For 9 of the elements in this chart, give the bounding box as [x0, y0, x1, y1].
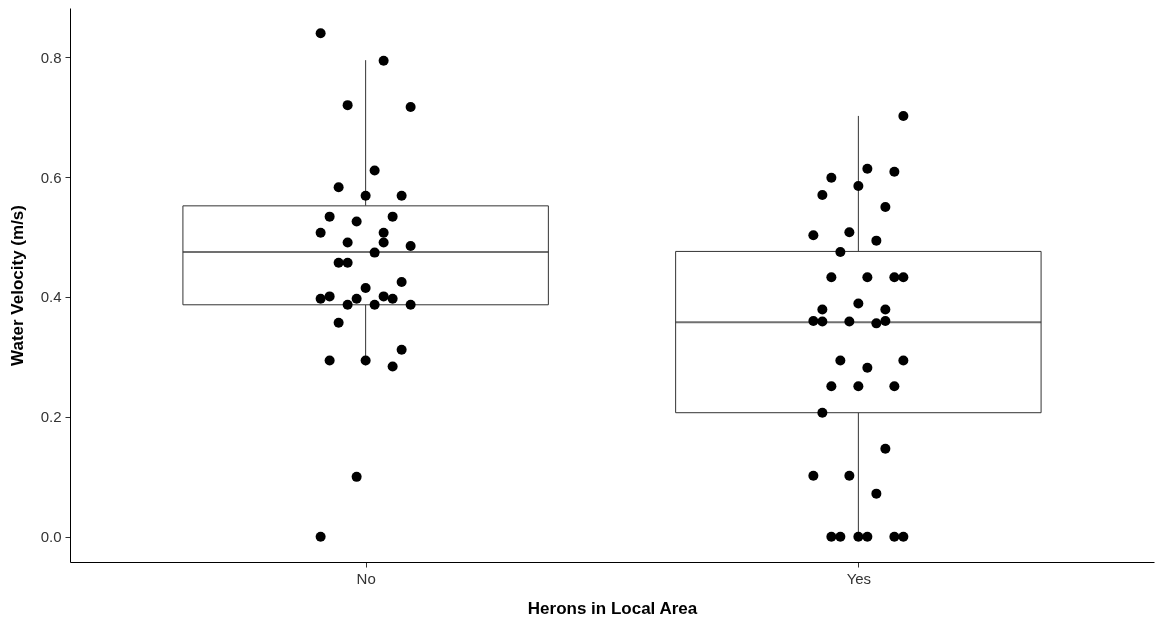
x-tick-label: No [356, 569, 376, 587]
x-tick-label: Yes [846, 569, 872, 587]
y-tick-label: 0.0 [40, 528, 62, 546]
y-tick-label: 0.2 [40, 408, 62, 426]
y-tick-label: 0.4 [40, 288, 62, 306]
y-axis-title: Water Velocity (m/s) [7, 205, 27, 366]
y-tick-label: 0.8 [40, 48, 62, 66]
y-tick-label: 0.6 [40, 168, 62, 186]
x-axis-title: Herons in Local Area [527, 598, 698, 618]
